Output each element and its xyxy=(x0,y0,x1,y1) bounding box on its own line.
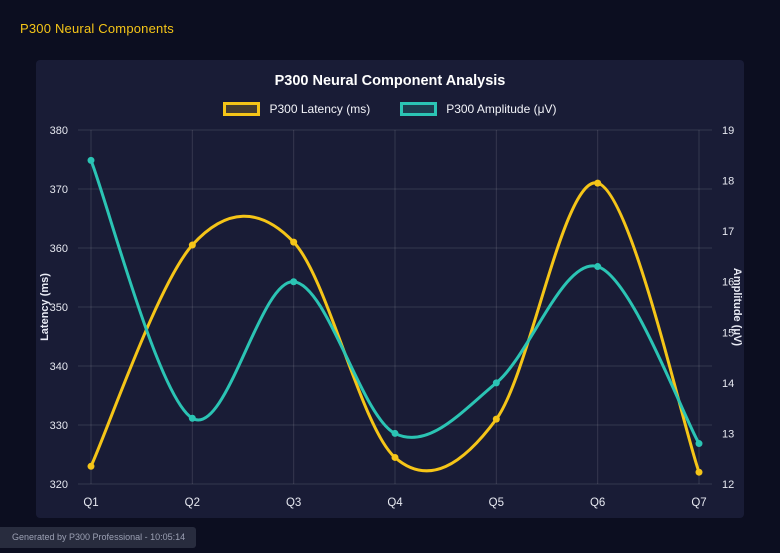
svg-text:15: 15 xyxy=(722,327,734,339)
svg-text:14: 14 xyxy=(722,378,734,390)
svg-text:18: 18 xyxy=(722,176,734,188)
legend-label-latency: P300 Latency (ms) xyxy=(269,102,371,116)
axis-titles: Latency (ms) Amplitude (μV) xyxy=(39,268,743,347)
chart-panel: P300 Neural Component Analysis P300 Late… xyxy=(36,60,744,518)
page-title: P300 Neural Components xyxy=(20,21,174,36)
chart-legend: P300 Latency (ms) P300 Amplitude (μV) xyxy=(36,102,744,116)
svg-text:Q1: Q1 xyxy=(83,497,98,509)
svg-text:Amplitude (μV): Amplitude (μV) xyxy=(731,268,743,347)
data-point xyxy=(188,414,196,422)
data-point xyxy=(290,278,298,286)
svg-text:340: 340 xyxy=(50,361,68,373)
svg-text:360: 360 xyxy=(50,243,68,255)
svg-text:Q6: Q6 xyxy=(590,497,605,509)
data-point xyxy=(695,440,703,448)
watermark-footer: Generated by P300 Professional - 10:05:1… xyxy=(0,527,197,548)
svg-text:Q5: Q5 xyxy=(489,497,504,509)
svg-text:Q2: Q2 xyxy=(185,497,200,509)
chart-title: P300 Neural Component Analysis xyxy=(274,73,506,89)
svg-text:350: 350 xyxy=(50,302,68,314)
legend-item-amplitude[interactable]: P300 Amplitude (μV) xyxy=(400,102,557,116)
svg-text:Q4: Q4 xyxy=(387,497,403,509)
data-point xyxy=(594,263,602,271)
amplitude-swatch xyxy=(400,102,438,116)
svg-text:Q7: Q7 xyxy=(691,497,706,509)
svg-text:Latency (ms): Latency (ms) xyxy=(39,273,51,341)
svg-text:380: 380 xyxy=(50,125,68,137)
legend-label-amplitude: P300 Amplitude (μV) xyxy=(446,102,557,116)
svg-text:320: 320 xyxy=(50,479,68,491)
svg-text:19: 19 xyxy=(722,125,734,137)
latency-swatch xyxy=(223,102,261,116)
data-point xyxy=(188,241,196,249)
data-point xyxy=(391,429,399,437)
data-point xyxy=(492,415,500,423)
data-point xyxy=(695,468,703,476)
chart-canvas: 320 330 340 350 360 370 380 12 13 14 15 16 17 18 19 Q1 Q… xyxy=(39,125,743,509)
svg-text:370: 370 xyxy=(50,184,68,196)
svg-text:Q3: Q3 xyxy=(286,497,301,509)
data-point xyxy=(87,462,95,470)
svg-text:13: 13 xyxy=(722,428,734,440)
data-point xyxy=(391,453,399,461)
data-point xyxy=(290,238,298,246)
data-point xyxy=(492,379,500,387)
svg-text:330: 330 xyxy=(50,420,68,432)
grid-lines xyxy=(78,129,712,485)
latency-series xyxy=(87,179,703,476)
data-point xyxy=(87,156,95,164)
amplitude-series xyxy=(87,156,703,448)
svg-text:12: 12 xyxy=(722,479,734,491)
data-point xyxy=(594,179,602,187)
legend-item-latency[interactable]: P300 Latency (ms) xyxy=(223,102,370,116)
axis-tick-labels: 320 330 340 350 360 370 380 12 13 14 15 16 17 18 19 Q1 Q… xyxy=(50,125,735,509)
svg-text:16: 16 xyxy=(722,277,734,289)
svg-text:17: 17 xyxy=(722,226,734,238)
